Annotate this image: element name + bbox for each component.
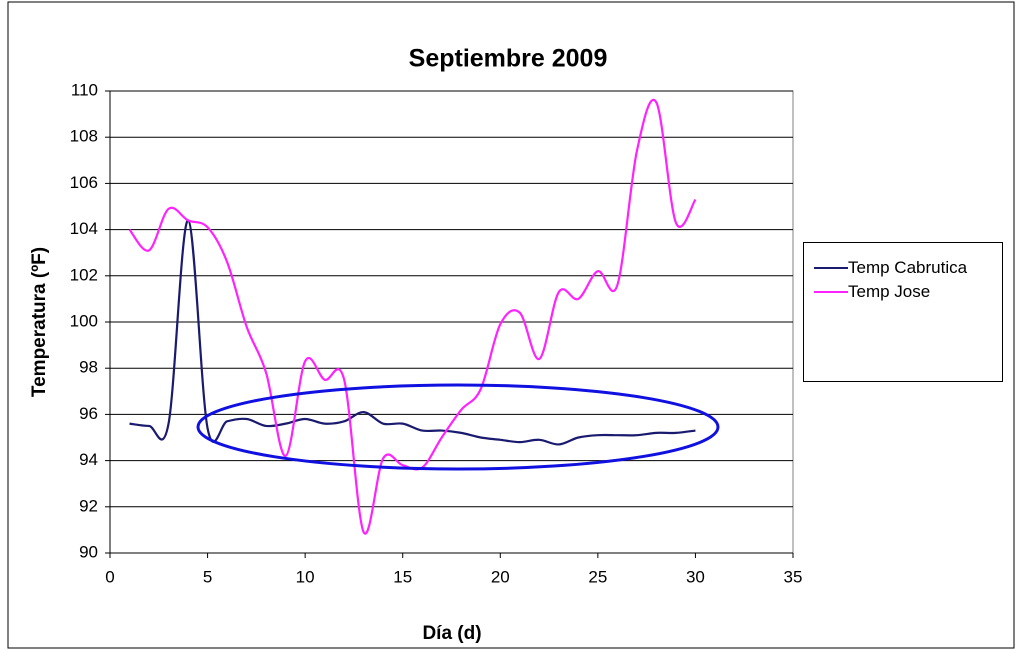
legend-item: Temp Jose xyxy=(814,281,968,303)
legend-swatch xyxy=(814,267,848,269)
x-tick-label: 10 xyxy=(296,567,315,586)
legend-label: Temp Cabrutica xyxy=(848,258,968,277)
y-tick-label: 104 xyxy=(70,219,98,238)
y-tick-label: 100 xyxy=(70,311,98,330)
x-tick-label: 0 xyxy=(105,567,114,586)
y-tick-label: 102 xyxy=(70,265,98,284)
series-line xyxy=(129,219,696,446)
x-tick-label: 15 xyxy=(393,567,412,586)
y-axis-label: Temperatura (ºF) xyxy=(29,247,50,397)
y-tick-label: 94 xyxy=(79,450,98,469)
legend-item: Temp Cabrutica xyxy=(814,257,968,279)
y-tick-label: 90 xyxy=(79,542,98,561)
legend-swatch xyxy=(814,291,848,293)
x-axis-label: Día (d) xyxy=(422,623,481,644)
y-tick-label: 108 xyxy=(70,127,98,146)
y-tick-label: 96 xyxy=(79,404,98,423)
chart-title: Septiembre 2009 xyxy=(409,45,608,73)
y-tick-label: 106 xyxy=(70,173,98,192)
x-tick-label: 35 xyxy=(784,567,803,586)
y-tick-label: 98 xyxy=(79,358,98,377)
frame xyxy=(7,1,1015,649)
x-tick-label: 25 xyxy=(588,567,607,586)
legend-label: Temp Jose xyxy=(848,282,931,301)
x-tick-label: 5 xyxy=(203,567,212,586)
x-tick-label: 30 xyxy=(686,567,705,586)
y-tick-label: 92 xyxy=(79,496,98,515)
y-tick-label: 110 xyxy=(71,80,98,99)
legend: Temp Cabrutica Temp Jose xyxy=(803,242,1003,382)
x-tick-label: 20 xyxy=(491,567,510,586)
highlight-ellipse xyxy=(196,383,720,471)
